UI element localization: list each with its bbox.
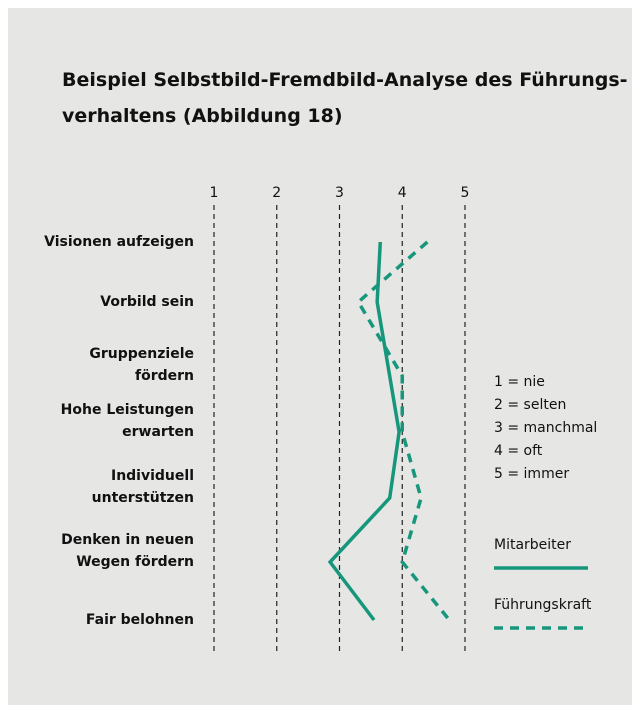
legend-label: Führungskraft (494, 597, 592, 613)
category-label: Visionen aufzeigen (44, 234, 194, 250)
scale-legend: 3 = manchmal (494, 420, 597, 436)
scale-legend: 5 = immer (494, 466, 569, 482)
category-label: Gruppenziele fördern (89, 346, 194, 384)
x-tick-label: 2 (272, 185, 281, 201)
category-label: Individuell unterstützen (91, 468, 194, 506)
scale-legend: 1 = nie (494, 374, 545, 390)
series-line (356, 240, 451, 622)
category-label: Vorbild sein (100, 294, 194, 310)
scale-legend: 4 = oft (494, 443, 543, 459)
category-label: Hohe Leistungen erwarten (60, 402, 194, 440)
x-tick-label: 4 (398, 185, 407, 201)
x-tick-label: 1 (210, 185, 219, 201)
panel (8, 8, 632, 705)
x-tick-label: 5 (461, 185, 470, 201)
legend-label: Mitarbeiter (494, 537, 571, 553)
x-tick-label: 3 (335, 185, 344, 201)
category-label: Denken in neuen Wegen fördern (61, 532, 194, 570)
scale-legend: 2 = selten (494, 397, 566, 413)
series-line (327, 241, 401, 622)
chart-title: Beispiel Selbstbild-Fremdbild-Analyse de… (62, 69, 628, 127)
category-label: Fair belohnen (85, 612, 194, 628)
